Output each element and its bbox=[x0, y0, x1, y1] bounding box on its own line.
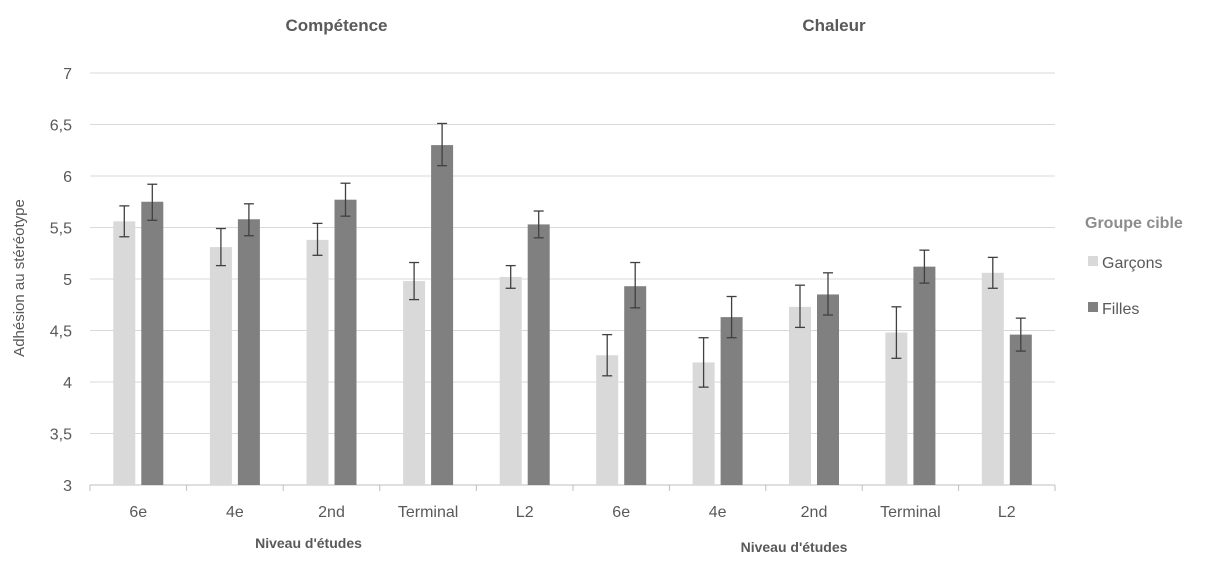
panel-title: Compétence bbox=[285, 16, 387, 35]
bar-garcons bbox=[113, 221, 136, 485]
x-axis-title: Niveau d'études bbox=[741, 539, 848, 555]
bar-filles bbox=[817, 294, 839, 485]
bar-filles bbox=[527, 224, 550, 485]
bar-garcons bbox=[499, 276, 522, 485]
bar-filles bbox=[720, 317, 743, 485]
y-tick-label: 3,5 bbox=[50, 427, 72, 444]
bar-filles bbox=[624, 286, 647, 485]
bar-garcons bbox=[692, 362, 715, 485]
panel-chaleur: Chaleur Niveau d'études 6e 4e 2nd Terminal L2 bbox=[572, 16, 1056, 555]
panel-competence: 3 3,5 4 4,5 5 5,5 6 6,5 7 Compétence Niveau d'étud… bbox=[50, 16, 574, 551]
bar-garcons bbox=[403, 281, 426, 485]
x-tick-label: 2nd bbox=[318, 504, 345, 521]
y-tick-label: 5 bbox=[63, 272, 72, 289]
bar-garcons bbox=[981, 272, 1004, 485]
y-tick-label: 7 bbox=[63, 66, 72, 83]
bar-garcons bbox=[596, 355, 619, 485]
x-tick-label: 2nd bbox=[801, 504, 828, 521]
y-tick-label: 5,5 bbox=[50, 221, 72, 238]
x-tick-label: 6e bbox=[612, 504, 630, 521]
bar-filles bbox=[237, 219, 260, 485]
legend: Groupe cible Garçons Filles bbox=[1085, 215, 1183, 318]
x-tick-label: Terminal bbox=[398, 504, 458, 521]
x-tick-label: 4e bbox=[226, 504, 244, 521]
legend-label-filles: Filles bbox=[1102, 301, 1139, 318]
bar-garcons bbox=[209, 247, 232, 485]
bar-filles bbox=[334, 199, 357, 485]
panel-title: Chaleur bbox=[802, 16, 866, 35]
x-tick-label: 6e bbox=[129, 504, 147, 521]
bar-filles bbox=[1009, 334, 1032, 485]
x-tick-label: Terminal bbox=[880, 504, 940, 521]
y-axis-label: Adhésion au stéréotype bbox=[11, 199, 28, 357]
bar-filles bbox=[431, 145, 454, 485]
legend-title: Groupe cible bbox=[1085, 215, 1183, 232]
y-tick-label: 6,5 bbox=[50, 118, 72, 135]
legend-swatch-garcons bbox=[1088, 256, 1098, 266]
bar-garcons bbox=[306, 239, 329, 485]
x-tick-label: 4e bbox=[709, 504, 727, 521]
bar-filles bbox=[141, 201, 164, 485]
x-tick-label: L2 bbox=[516, 504, 534, 521]
y-tick-label: 4 bbox=[63, 375, 72, 392]
bar-filles bbox=[913, 266, 936, 485]
x-axis-title: Niveau d'études bbox=[255, 535, 362, 551]
bar-garcons bbox=[789, 306, 811, 485]
y-tick-label: 3 bbox=[63, 478, 72, 495]
legend-label-garcons: Garçons bbox=[1102, 255, 1162, 272]
y-tick-label: 4,5 bbox=[50, 324, 72, 341]
legend-swatch-filles bbox=[1088, 302, 1098, 312]
bar-garcons bbox=[885, 332, 908, 485]
y-tick-label: 6 bbox=[63, 169, 72, 186]
x-tick-label: L2 bbox=[998, 504, 1016, 521]
